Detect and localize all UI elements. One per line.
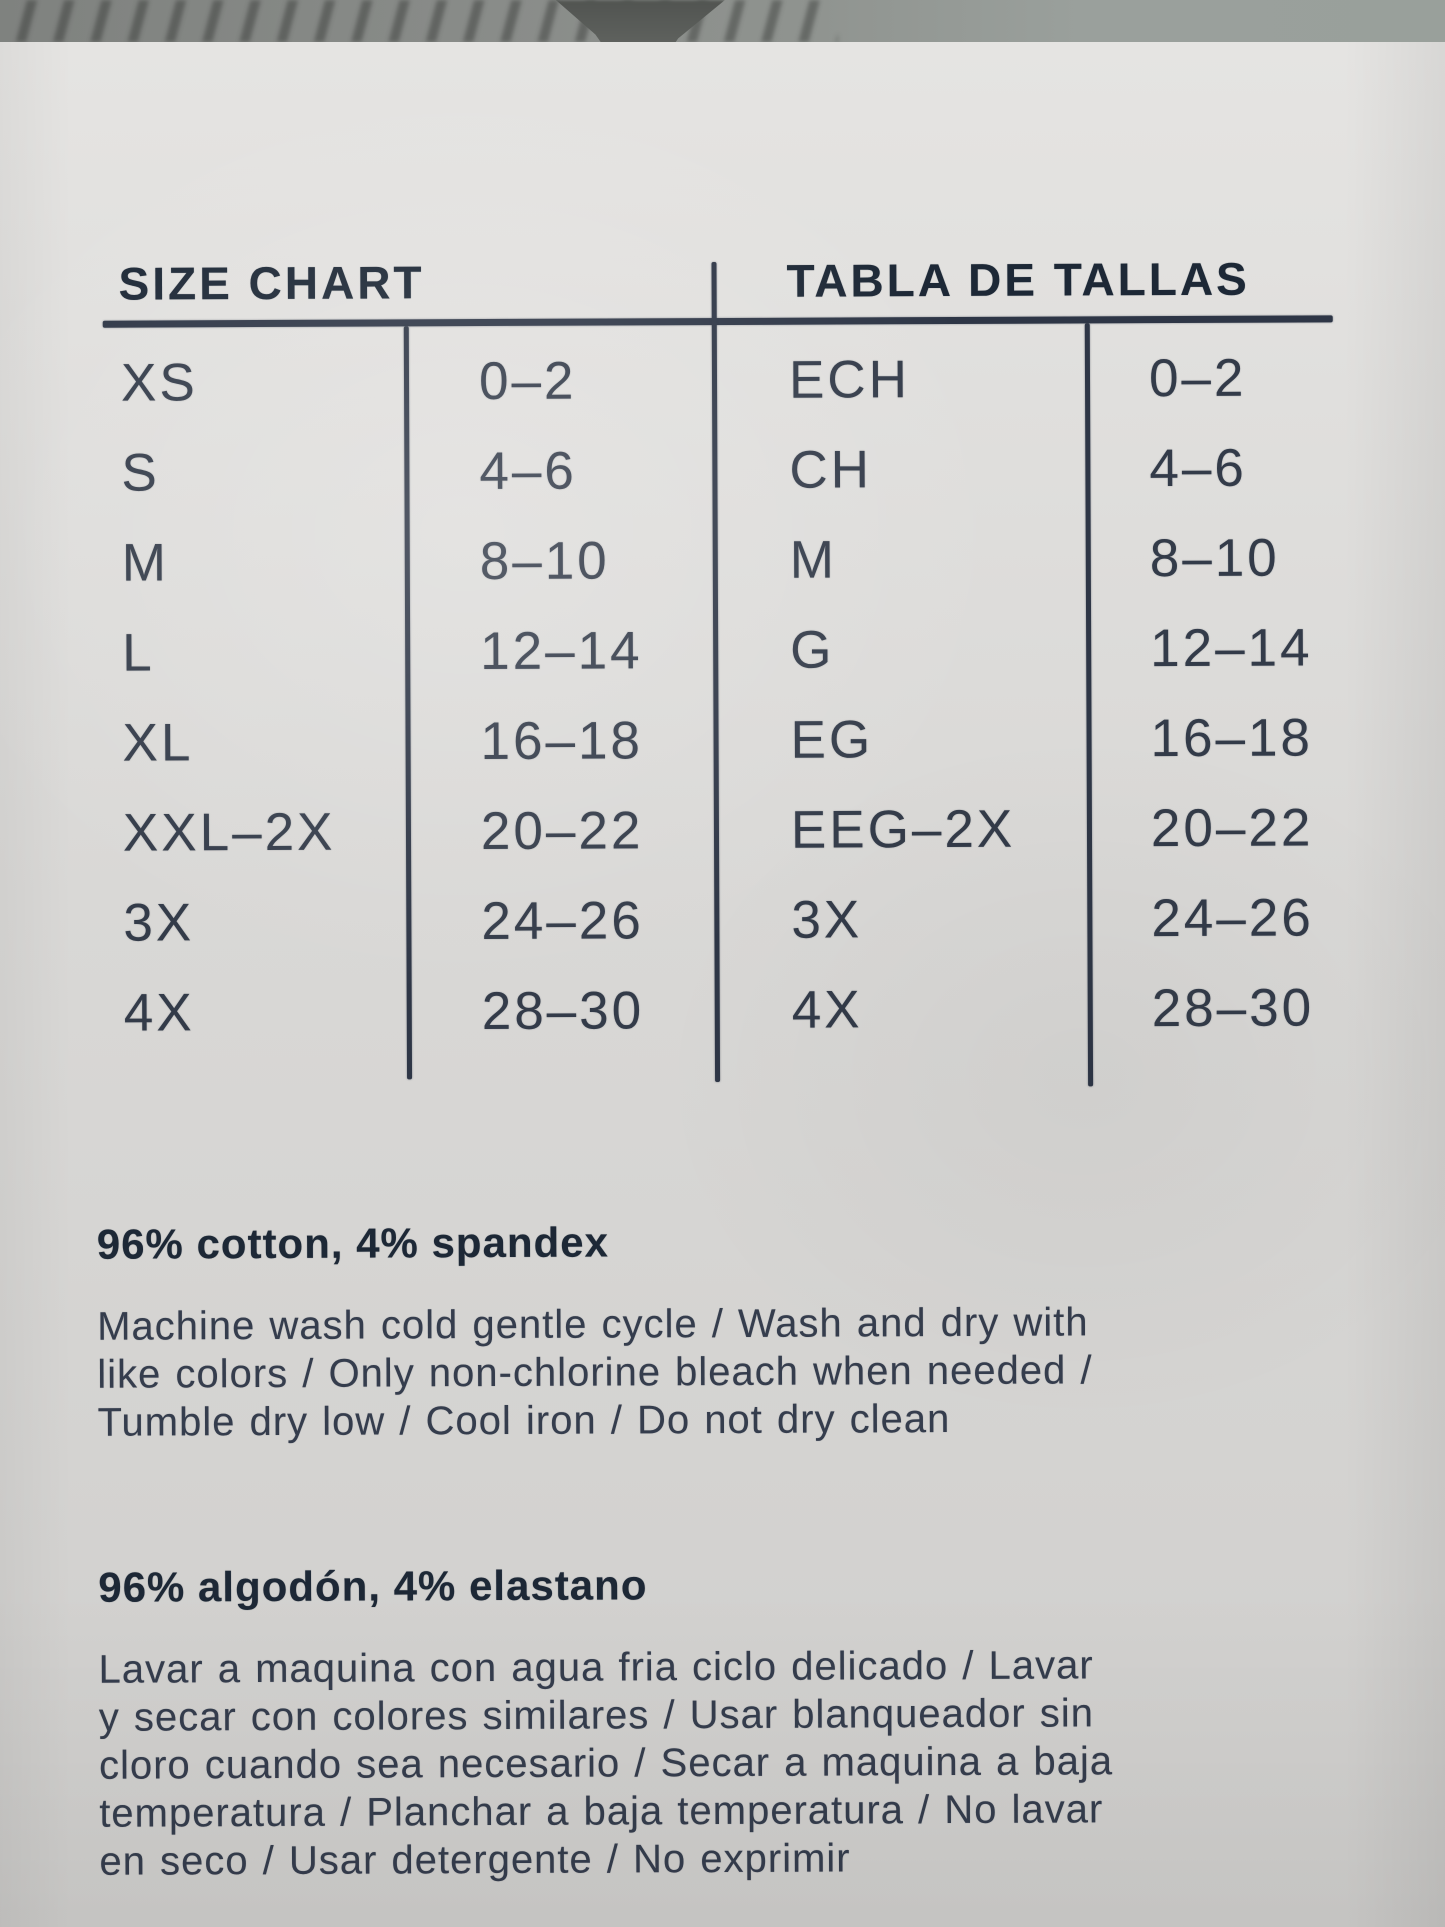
care-instructions-en: Machine wash cold gentle cycle / Wash an… — [97, 1300, 1093, 1445]
range-cell-es: 16–18 — [1150, 708, 1314, 769]
size-cell-en: 3X — [123, 893, 195, 953]
range-cell-es: 28–30 — [1151, 978, 1315, 1039]
range-cell-es: 12–14 — [1150, 618, 1313, 679]
size-cell-es: M — [789, 530, 838, 590]
size-chart-title-en: SIZE CHART — [118, 256, 425, 310]
range-cell-en: 20–22 — [480, 801, 644, 862]
table-row: M 8–10 M 8–10 — [0, 513, 1445, 609]
table-row: XXL–2X 20–22 EEG–2X 20–22 — [1, 783, 1445, 879]
fabric-background — [0, 0, 1445, 42]
range-cell-en: 4–6 — [479, 441, 577, 502]
size-cell-en: XL — [122, 713, 194, 773]
table-row: 3X 24–26 3X 24–26 — [1, 873, 1445, 969]
range-cell-en: 0–2 — [478, 351, 577, 412]
range-cell-es: 24–26 — [1151, 888, 1314, 949]
table-row: 4X 28–30 4X 28–30 — [2, 963, 1445, 1059]
range-cell-en: 24–26 — [481, 891, 644, 952]
table-row: XS 0–2 ECH 0–2 — [0, 333, 1444, 429]
table-row: L 12–14 G 12–14 — [0, 603, 1445, 699]
size-cell-en: M — [121, 533, 170, 593]
range-cell-es: 20–22 — [1150, 798, 1314, 859]
table-row: S 4–6 CH 4–6 — [0, 423, 1445, 519]
size-cell-es: ECH — [788, 350, 911, 410]
size-cell-es: EEG–2X — [790, 799, 1016, 860]
size-cell-es: 3X — [791, 890, 863, 950]
range-cell-es: 4–6 — [1149, 438, 1247, 499]
size-cell-en: L — [122, 623, 155, 683]
care-label-card: SIZE CHART TABLA DE TALLAS XS 0–2 ECH 0–2 S 4… — [0, 42, 1445, 1927]
range-cell-en: 28–30 — [481, 981, 645, 1042]
table-row: XL 16–18 EG 16–18 — [0, 693, 1445, 789]
range-cell-es: 0–2 — [1148, 348, 1247, 409]
size-cell-en: 4X — [123, 983, 195, 1043]
size-cell-es: 4X — [791, 980, 863, 1040]
size-chart-title-es: TABLA DE TALLAS — [786, 252, 1250, 307]
composition-en: 96% cotton, 4% spandex — [96, 1218, 610, 1268]
composition-es: 96% algodón, 4% elastano — [98, 1561, 648, 1611]
size-cell-es: CH — [789, 440, 873, 500]
size-cell-es: EG — [790, 710, 874, 770]
size-cell-en: XS — [120, 353, 198, 413]
range-cell-en: 16–18 — [480, 711, 644, 772]
size-cell-es: G — [790, 620, 835, 680]
range-cell-en: 8–10 — [479, 531, 610, 592]
size-cell-en: XXL–2X — [122, 802, 336, 863]
range-cell-en: 12–14 — [480, 621, 643, 682]
size-cell-en: S — [121, 443, 160, 503]
header-underline — [102, 315, 1333, 328]
care-instructions-es: Lavar a maquina con agua fria ciclo deli… — [98, 1643, 1114, 1884]
label-content: SIZE CHART TABLA DE TALLAS XS 0–2 ECH 0–2 S 4… — [0, 39, 1445, 1927]
range-cell-es: 8–10 — [1149, 528, 1280, 589]
